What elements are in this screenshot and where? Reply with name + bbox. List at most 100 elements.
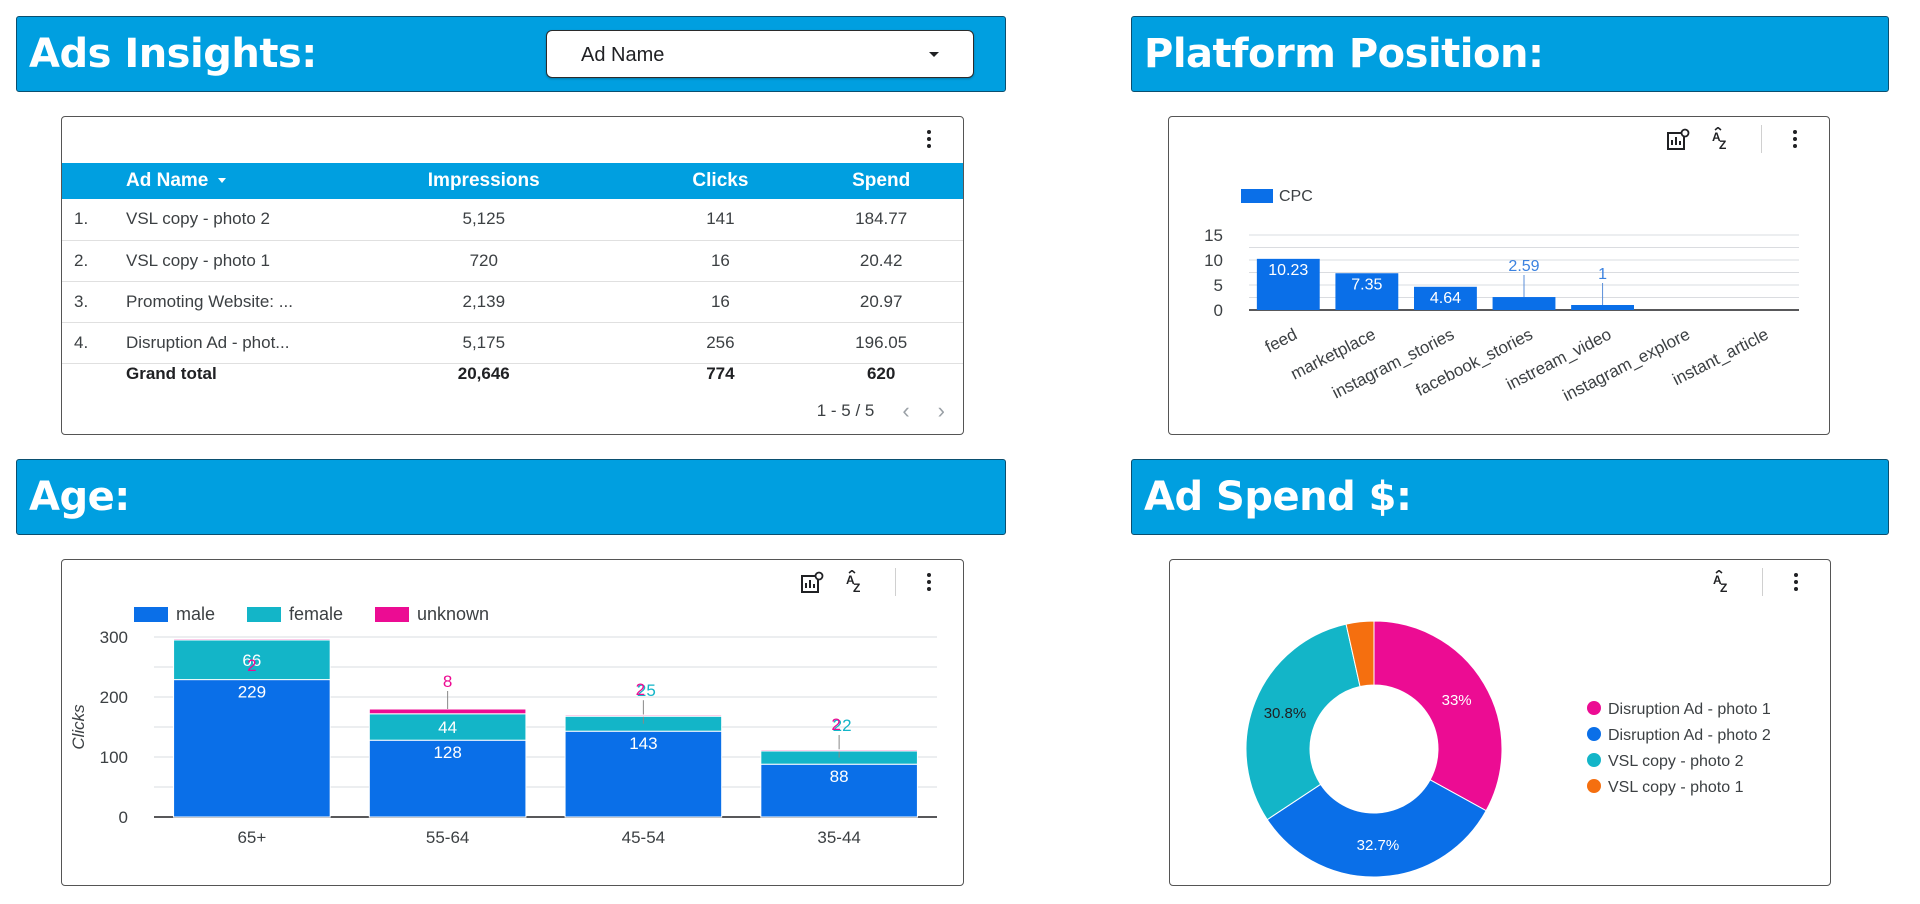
table-header-row: Ad Name Impressions Clicks Spend xyxy=(62,163,963,199)
column-header-clicks[interactable]: Clicks xyxy=(692,170,749,191)
x-tick-label: feed xyxy=(1262,325,1300,357)
legend-label-female: female xyxy=(289,604,343,624)
legend-swatch-unknown xyxy=(375,607,409,622)
total-clicks: 774 xyxy=(706,363,735,383)
y-tick-label: 100 xyxy=(100,748,128,767)
pagination-text: 1 - 5 / 5 xyxy=(816,401,875,420)
legend-swatch-male xyxy=(134,607,168,622)
age-stacked-bar-chart: male female unknown3002001000Clicks2296626… xyxy=(69,604,937,847)
row-index: 4. xyxy=(62,322,126,364)
bar-unknown-55-64 xyxy=(368,708,527,715)
toolbar-divider xyxy=(895,568,896,596)
sort-desc-icon xyxy=(218,178,227,184)
y-axis-label: Clicks xyxy=(69,704,88,750)
bar-unknown-45-54 xyxy=(564,714,723,717)
y-tick-label: 5 xyxy=(1214,276,1223,295)
cell-impressions: 5,125 xyxy=(326,199,642,241)
slice-1 xyxy=(1373,620,1503,812)
ad-spend-title: Ad Spend $: xyxy=(1144,474,1412,520)
cell-spend: 184.77 xyxy=(799,199,963,241)
svg-text:Z: Z xyxy=(1720,581,1727,595)
x-tick-label: 65+ xyxy=(237,828,266,847)
bar-value-label: 25 xyxy=(637,681,656,700)
bar-value-label: 229 xyxy=(238,683,266,702)
svg-text:Z: Z xyxy=(853,581,860,595)
legend-label-cpc: CPC xyxy=(1279,188,1313,205)
cell-impressions: 2,139 xyxy=(326,281,642,323)
column-header-impressions[interactable]: Impressions xyxy=(427,170,540,191)
cell-ad-name: VSL copy - photo 1 xyxy=(126,240,326,282)
more-vert-icon[interactable] xyxy=(1784,570,1808,594)
platform-chart-card: A Z CPC 15 10 5 0 10.23 feed 7.35 marketplace 4.6… xyxy=(1168,116,1830,435)
cell-impressions: 720 xyxy=(326,240,642,282)
bar-value-label: 10.23 xyxy=(1268,262,1308,279)
slice-2 xyxy=(1266,779,1487,878)
x-tick-label: instagram_explore xyxy=(1560,325,1693,405)
legend-swatch xyxy=(1587,727,1601,741)
ads-table-card: Ad Name Impressions Clicks Spend 1. VSL … xyxy=(61,116,964,435)
platform-position-title: Platform Position: xyxy=(1144,31,1544,77)
bar-value-label: 2 xyxy=(636,680,645,699)
legend-label: VSL copy - photo 1 xyxy=(1608,779,1744,796)
svg-text:A: A xyxy=(1712,130,1721,144)
legend-swatch xyxy=(1587,779,1601,793)
cell-impressions: 5,175 xyxy=(326,322,642,364)
svg-text:Z: Z xyxy=(1719,138,1726,152)
bar-value-label: 143 xyxy=(629,734,657,753)
row-index: 1. xyxy=(62,199,126,241)
bar-female-55-64 xyxy=(368,713,527,741)
sort-az-icon[interactable]: A Z xyxy=(1709,127,1735,153)
slice-label: 33% xyxy=(1442,692,1472,709)
age-header: Age: xyxy=(16,459,1006,535)
chevron-left-icon[interactable]: ‹ xyxy=(902,398,910,423)
more-vert-icon[interactable] xyxy=(917,127,941,151)
sort-az-icon[interactable]: A Z xyxy=(843,570,869,596)
grand-total-row: Grand total 20,646 774 620 xyxy=(62,363,963,384)
y-tick-label: 15 xyxy=(1204,226,1223,245)
table-row[interactable]: 4. Disruption Ad - phot... 5,175 256 196… xyxy=(62,322,963,364)
cell-clicks: 141 xyxy=(641,199,800,241)
bar-unknown-65+ xyxy=(173,638,331,641)
table-row[interactable]: 3. Promoting Website: ... 2,139 16 20.97 xyxy=(62,281,963,323)
bar-value-label: 66 xyxy=(242,651,261,670)
column-header-spend[interactable]: Spend xyxy=(852,170,911,191)
bar-value-label: 2.59 xyxy=(1508,258,1539,275)
svg-text:A: A xyxy=(1713,573,1722,587)
legend-label: Disruption Ad - photo 1 xyxy=(1608,701,1771,718)
bar-value-label: 1 xyxy=(1598,266,1607,283)
more-vert-icon[interactable] xyxy=(1783,127,1807,151)
ad-spend-donut-chart: 33% 32.7% 30.8% Disruption Ad - photo 1 Disr… xyxy=(1245,620,1771,878)
sort-az-icon[interactable]: A Z xyxy=(1710,570,1736,596)
y-tick-label: 0 xyxy=(1214,301,1223,320)
row-index: 2. xyxy=(62,240,126,282)
legend-label-unknown: unknown xyxy=(417,604,489,624)
cell-spend: 196.05 xyxy=(799,322,963,364)
bar-marketplace xyxy=(1335,273,1399,310)
total-spend: 620 xyxy=(866,363,896,383)
bar-instream_video xyxy=(1571,305,1634,310)
chevron-right-icon[interactable]: › xyxy=(937,398,945,423)
slice-label: 32.7% xyxy=(1357,837,1400,854)
ad-name-dropdown[interactable]: Ad Name xyxy=(546,30,974,78)
slice-4 xyxy=(1345,620,1375,688)
chart-explore-icon[interactable] xyxy=(799,570,825,596)
grand-total-label: Grand total xyxy=(126,363,217,383)
more-vert-icon[interactable] xyxy=(917,570,941,594)
x-tick-label: 55-64 xyxy=(426,828,469,847)
slice-label: 30.8% xyxy=(1264,705,1307,722)
bar-value-label: 8 xyxy=(443,672,452,691)
cell-clicks: 16 xyxy=(641,240,800,282)
bar-value-label: 2 xyxy=(247,656,256,675)
platform-position-header: Platform Position: xyxy=(1131,16,1889,92)
bar-value-label: 44 xyxy=(438,718,457,737)
y-tick-label: 300 xyxy=(100,628,128,647)
bar-instagram_stories xyxy=(1414,286,1477,310)
table-row[interactable]: 1. VSL copy - photo 2 5,125 141 184.77 xyxy=(62,199,963,241)
bar-value-label: 4.64 xyxy=(1430,290,1461,307)
bar-value-label: 88 xyxy=(830,767,849,786)
table-row[interactable]: 2. VSL copy - photo 1 720 16 20.42 xyxy=(62,240,963,282)
chart-explore-icon[interactable] xyxy=(1665,127,1691,153)
cell-ad-name: Disruption Ad - phot... xyxy=(126,322,326,364)
column-header-ad-name[interactable]: Ad Name xyxy=(126,163,326,199)
row-index: 3. xyxy=(62,281,126,323)
